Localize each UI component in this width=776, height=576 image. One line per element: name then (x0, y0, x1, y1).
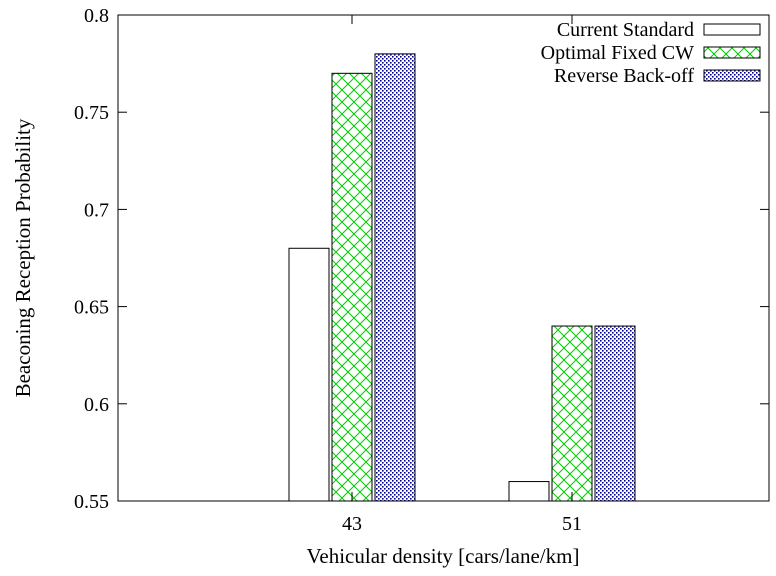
bar-optimal-fixed-cw-51 (551, 325, 593, 502)
y-tick-label: 0.75 (74, 102, 109, 124)
bar-current-standard-43 (288, 247, 330, 502)
x-tick-label: 51 (562, 513, 582, 535)
bar-current-standard-51 (508, 481, 550, 502)
plot-frame (117, 14, 770, 502)
x-axis-title: Vehicular density [cars/lane/km] (307, 544, 580, 568)
y-tick-label: 0.6 (84, 394, 109, 416)
bar-optimal-fixed-cw-43 (331, 72, 373, 502)
y-tick-label: 0.55 (74, 491, 109, 513)
y-tick-label: 0.7 (84, 199, 109, 221)
bar-reverse-back-off-43 (374, 53, 416, 502)
y-axis: 0.55 0.6 0.65 0.7 0.75 0.8 (74, 5, 769, 513)
legend-label: Current Standard (557, 19, 694, 41)
x-axis: 43 51 (342, 15, 582, 535)
y-axis-title: Beaconing Reception Probability (11, 118, 35, 397)
bar-reverse-back-off-51 (594, 325, 636, 502)
x-tick-label: 43 (342, 513, 362, 535)
legend-label: Optimal Fixed CW (541, 42, 694, 64)
legend-swatch (703, 23, 761, 36)
bars (288, 53, 636, 502)
legend-swatch (703, 69, 761, 82)
legend-swatch (703, 46, 761, 59)
y-tick-label: 0.65 (74, 297, 109, 319)
y-tick-label: 0.8 (84, 5, 109, 27)
legend-label: Reverse Back-off (554, 65, 694, 87)
